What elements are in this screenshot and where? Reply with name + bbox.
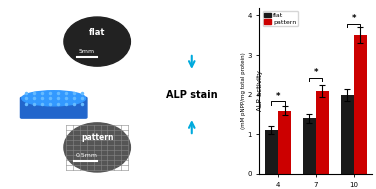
Ellipse shape (22, 98, 86, 113)
Text: pattern: pattern (81, 133, 114, 143)
Text: *: * (314, 68, 318, 77)
Text: pat: pat (213, 110, 226, 116)
Bar (303, 119, 316, 174)
Text: 5mm: 5mm (79, 49, 95, 54)
Text: ALP activity: ALP activity (257, 70, 263, 111)
FancyBboxPatch shape (20, 97, 87, 118)
Bar (316, 91, 329, 174)
Text: flat: flat (160, 19, 174, 25)
Text: 10μm: 10μm (160, 77, 176, 82)
Circle shape (64, 17, 130, 66)
Text: ALP stain: ALP stain (166, 90, 218, 99)
Bar (278, 111, 291, 174)
Text: *: * (276, 92, 280, 101)
Text: 0.5mm: 0.5mm (76, 153, 98, 158)
Bar (265, 130, 278, 174)
Text: pattern: pattern (160, 110, 190, 116)
Circle shape (64, 123, 130, 172)
Ellipse shape (22, 91, 86, 106)
Y-axis label: (mM pNPP/mg total protein): (mM pNPP/mg total protein) (241, 52, 246, 129)
Legend: flat, pattern: flat, pattern (262, 11, 298, 26)
Text: 10μm: 10μm (160, 168, 176, 173)
Bar (341, 95, 354, 174)
Text: flat: flat (89, 28, 105, 37)
Bar (354, 35, 367, 174)
Text: *: * (352, 14, 356, 23)
